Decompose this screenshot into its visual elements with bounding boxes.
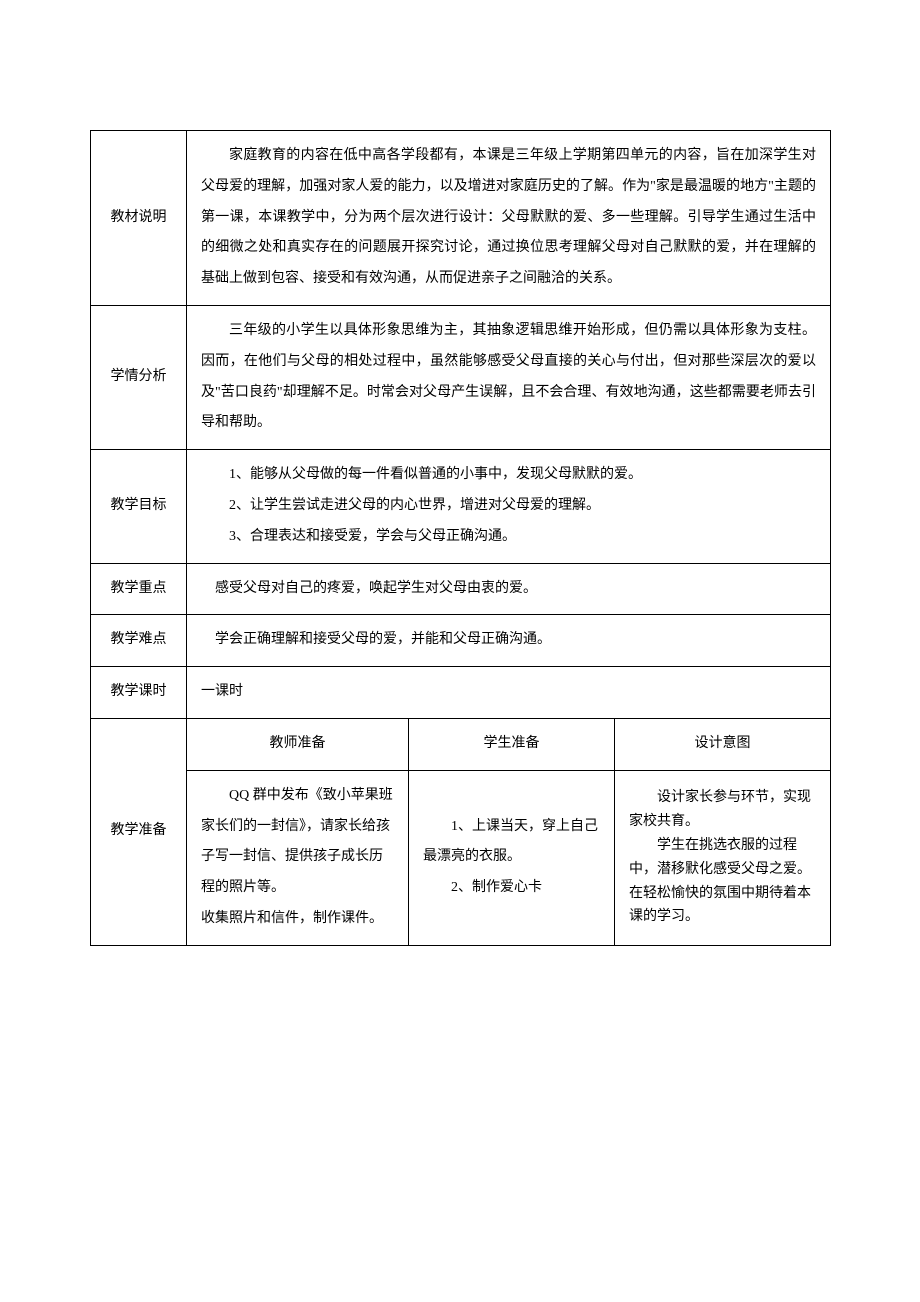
- label-goals: 教学目标: [91, 450, 187, 563]
- student-prep-p1: 1、上课当天，穿上自己最漂亮的衣服。: [423, 812, 600, 874]
- intent-p1: 设计家长参与环节，实现家校共育。: [629, 786, 816, 834]
- content-goals: 1、能够从父母做的每一件看似普通的小事中，发现父母默默的爱。 2、让学生尝试走进…: [187, 450, 831, 563]
- text-textbook: 家庭教育的内容在低中高各学段都有，本课是三年级上学期第四单元的内容，旨在加深学生…: [201, 141, 816, 295]
- text-learner: 三年级的小学生以具体形象思维为主，其抽象逻辑思维开始形成，但仍需以具体形象为支柱…: [201, 316, 816, 439]
- text-difficulty: 学会正确理解和接受父母的爱，并能和父母正确沟通。: [201, 625, 816, 656]
- row-period: 教学课时 一课时: [91, 667, 831, 719]
- row-learner: 学情分析 三年级的小学生以具体形象思维为主，其抽象逻辑思维开始形成，但仍需以具体…: [91, 305, 831, 449]
- row-difficulty: 教学难点 学会正确理解和接受父母的爱，并能和父母正确沟通。: [91, 615, 831, 667]
- goal-item-1: 1、能够从父母做的每一件看似普通的小事中，发现父母默默的爱。: [201, 460, 816, 491]
- lesson-plan-table: 教材说明 家庭教育的内容在低中高各学段都有，本课是三年级上学期第四单元的内容，旨…: [90, 130, 831, 946]
- row-goals: 教学目标 1、能够从父母做的每一件看似普通的小事中，发现父母默默的爱。 2、让学…: [91, 450, 831, 563]
- text-period: 一课时: [201, 684, 243, 699]
- header-teacher-prep: 教师准备: [187, 718, 409, 770]
- goal-item-3: 3、合理表达和接受爱，学会与父母正确沟通。: [201, 522, 816, 553]
- content-period: 一课时: [187, 667, 831, 719]
- student-prep-p2: 2、制作爱心卡: [423, 873, 600, 904]
- content-textbook: 家庭教育的内容在低中高各学段都有，本课是三年级上学期第四单元的内容，旨在加深学生…: [187, 131, 831, 306]
- goal-item-2: 2、让学生尝试走进父母的内心世界，增进对父母爱的理解。: [201, 491, 816, 522]
- text-keypoint: 感受父母对自己的疼爱，唤起学生对父母由衷的爱。: [201, 574, 816, 605]
- cell-design-intent: 设计家长参与环节，实现家校共育。 学生在挑选衣服的过程中，潜移默化感受父母之爱。…: [615, 770, 831, 945]
- teacher-prep-p1: QQ 群中发布《致小苹果班家长们的一封信》，请家长给孩子写一封信、提供孩子成长历…: [201, 781, 394, 904]
- label-difficulty: 教学难点: [91, 615, 187, 667]
- row-keypoint: 教学重点 感受父母对自己的疼爱，唤起学生对父母由衷的爱。: [91, 563, 831, 615]
- header-design-intent: 设计意图: [615, 718, 831, 770]
- label-keypoint: 教学重点: [91, 563, 187, 615]
- label-learner: 学情分析: [91, 305, 187, 449]
- page-container: 教材说明 家庭教育的内容在低中高各学段都有，本课是三年级上学期第四单元的内容，旨…: [0, 0, 920, 1066]
- content-learner: 三年级的小学生以具体形象思维为主，其抽象逻辑思维开始形成，但仍需以具体形象为支柱…: [187, 305, 831, 449]
- intent-p2: 学生在挑选衣服的过程中，潜移默化感受父母之爱。在轻松愉快的氛围中期待着本课的学习…: [629, 834, 816, 929]
- cell-student-prep: 1、上课当天，穿上自己最漂亮的衣服。 2、制作爱心卡: [409, 770, 615, 945]
- row-prep-content: QQ 群中发布《致小苹果班家长们的一封信》，请家长给孩子写一封信、提供孩子成长历…: [91, 770, 831, 945]
- teacher-prep-p2: 收集照片和信件，制作课件。: [201, 904, 394, 935]
- content-keypoint: 感受父母对自己的疼爱，唤起学生对父母由衷的爱。: [187, 563, 831, 615]
- label-prep: 教学准备: [91, 718, 187, 945]
- label-textbook: 教材说明: [91, 131, 187, 306]
- row-prep-headers: 教学准备 教师准备 学生准备 设计意图: [91, 718, 831, 770]
- cell-teacher-prep: QQ 群中发布《致小苹果班家长们的一封信》，请家长给孩子写一封信、提供孩子成长历…: [187, 770, 409, 945]
- row-textbook: 教材说明 家庭教育的内容在低中高各学段都有，本课是三年级上学期第四单元的内容，旨…: [91, 131, 831, 306]
- label-period: 教学课时: [91, 667, 187, 719]
- content-difficulty: 学会正确理解和接受父母的爱，并能和父母正确沟通。: [187, 615, 831, 667]
- header-student-prep: 学生准备: [409, 718, 615, 770]
